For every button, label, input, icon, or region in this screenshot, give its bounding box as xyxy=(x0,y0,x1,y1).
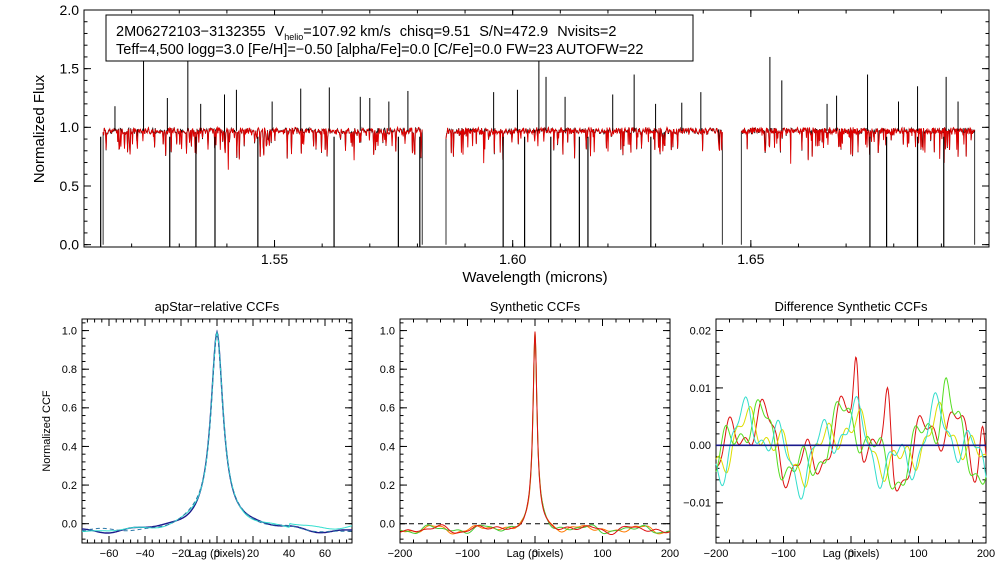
x-tick-label: 1.60 xyxy=(499,251,526,267)
model-spectrum-line xyxy=(740,126,976,164)
y-tick-label: 0.0 xyxy=(60,237,80,253)
annotation-chisq: chisq=9.51 xyxy=(400,24,471,40)
y-tick-label: 0.02 xyxy=(690,325,711,337)
model-spectrum-line xyxy=(102,125,423,170)
synthetic-ccf-tick-labels: −200 −100 0 100 200 0.0 0.2 0.4 0.6 0.8 1.0 xyxy=(380,325,679,560)
x-tick-label: 0 xyxy=(848,548,854,560)
y-tick-label: 0.8 xyxy=(62,364,77,376)
synthetic-ccf-ticks xyxy=(399,319,671,543)
difference-ccf-panel: −200 −100 0 100 200 −0.01 0.00 0.01 0.02 Differe… xyxy=(683,299,995,560)
y-tick-label: 1.0 xyxy=(60,119,80,135)
x-tick-label: 100 xyxy=(909,548,927,560)
spectrum-frame xyxy=(83,9,990,248)
difference-ccf-ticks xyxy=(715,319,987,543)
x-tick-label: −200 xyxy=(388,548,413,560)
difference-ccf-series-line xyxy=(715,356,987,492)
y-tick-label: 0.0 xyxy=(380,519,395,531)
y-tick-label: 0.5 xyxy=(60,178,80,194)
x-tick-label: −40 xyxy=(136,548,155,560)
apstar-ccf-title: apStar−relative CCFs xyxy=(155,299,280,314)
difference-ccf-x-axis-label: Lag (pixels) xyxy=(823,548,880,560)
y-tick-label: 0.8 xyxy=(380,364,395,376)
annotation-vhelio-rest: =107.92 km/s xyxy=(303,24,390,40)
apstar-ccf-y-axis-label: Normalized CCF xyxy=(41,390,53,472)
synthetic-ccf-series-line xyxy=(399,332,671,535)
x-tick-label: 40 xyxy=(283,548,295,560)
spectrum-annotation-box xyxy=(105,14,694,62)
x-tick-label: 100 xyxy=(593,548,611,560)
y-tick-label: −0.01 xyxy=(683,498,711,510)
x-tick-label: 0 xyxy=(532,548,538,560)
y-tick-label: 1.0 xyxy=(62,325,77,337)
x-tick-label: −200 xyxy=(704,548,729,560)
x-tick-label: 20 xyxy=(247,548,259,560)
observed-spectrum-line xyxy=(445,126,723,245)
spectrum-annotation-line2: Teff=4,500 logg=3.0 [Fe/H]=−0.50 [alpha/… xyxy=(116,42,643,58)
synthetic-ccf-lines xyxy=(399,331,671,535)
y-tick-label: 0.2 xyxy=(380,480,395,492)
annotation-nvisits: Nvisits=2 xyxy=(557,24,616,40)
spectrum-lines xyxy=(100,53,976,247)
y-tick-label: 0.2 xyxy=(62,480,77,492)
y-tick-label: 1.5 xyxy=(60,61,80,77)
synthetic-ccf-x-axis-label: Lag (pixels) xyxy=(507,548,564,560)
x-tick-label: 0 xyxy=(214,548,220,560)
x-tick-label: 60 xyxy=(319,548,331,560)
y-tick-label: 0.00 xyxy=(690,440,711,452)
spectrum-panel: 1.55 1.60 1.65 0.0 0.5 1.0 1.5 2.0 2M06272103−3… xyxy=(31,2,990,286)
x-tick-label: 1.55 xyxy=(261,251,288,267)
annotation-vhelio-prefix: V xyxy=(275,24,285,40)
apstar-ccf-series-line xyxy=(81,332,352,533)
y-tick-label: 0.6 xyxy=(62,403,77,415)
spectrum-tick-labels: 1.55 1.60 1.65 0.0 0.5 1.0 1.5 2.0 xyxy=(60,2,765,267)
x-tick-label: 1.65 xyxy=(737,251,764,267)
difference-ccf-tick-labels: −200 −100 0 100 200 −0.01 0.00 0.01 0.02 xyxy=(683,325,995,560)
apstar-ccf-series-line xyxy=(81,330,353,533)
synthetic-ccf-series-line xyxy=(399,333,671,535)
apstar-ccf-frame xyxy=(81,318,353,544)
annotation-vhelio-sub: helio xyxy=(284,32,303,42)
spectrum-annotation-line1: 2M06272103−3132355 Vhelio=107.92 km/s chis… xyxy=(116,24,616,42)
y-tick-label: 0.0 xyxy=(62,519,77,531)
y-tick-label: 2.0 xyxy=(60,2,80,18)
y-tick-label: 1.0 xyxy=(380,325,395,337)
spectrum-x-axis-label: Wavelength (microns) xyxy=(462,269,607,286)
synthetic-ccf-series-line xyxy=(400,331,671,535)
x-tick-label: −60 xyxy=(100,548,119,560)
difference-ccf-title: Difference Synthetic CCFs xyxy=(775,299,928,314)
apstar-ccf-lines xyxy=(81,329,353,534)
model-spectrum-line xyxy=(445,125,723,164)
x-tick-label: 200 xyxy=(661,548,679,560)
x-tick-label: −20 xyxy=(172,548,191,560)
apstar-ccf-panel: −60 −40 −20 0 20 40 60 0.0 0.2 0.4 0.6 0.8 1.0 apSta… xyxy=(41,299,353,560)
y-tick-label: 0.4 xyxy=(380,441,395,453)
annotation-snr: S/N=472.9 xyxy=(479,24,548,40)
apstar-ccf-series-line xyxy=(81,329,352,534)
x-tick-label: 200 xyxy=(977,548,995,560)
annotation-star-id: 2M06272103−3132355 xyxy=(116,24,266,40)
y-tick-label: 0.01 xyxy=(690,383,711,395)
spectrum-y-axis-label: Normalized Flux xyxy=(31,74,48,183)
synthetic-ccf-frame xyxy=(399,318,671,544)
difference-ccf-series-line xyxy=(715,392,987,500)
apstar-ccf-ticks xyxy=(82,319,352,543)
y-tick-label: 0.6 xyxy=(380,403,395,415)
synthetic-ccf-panel: −200 −100 0 100 200 0.0 0.2 0.4 0.6 0.8 1.0 Synthe… xyxy=(380,299,679,560)
synthetic-ccf-title: Synthetic CCFs xyxy=(490,299,581,314)
y-tick-label: 0.4 xyxy=(62,441,77,453)
apstar-ccf-tick-labels: −60 −40 −20 0 20 40 60 0.0 0.2 0.4 0.6 0.8 1.0 xyxy=(62,325,331,560)
difference-ccf-lines xyxy=(715,356,987,500)
x-tick-label: −100 xyxy=(771,548,796,560)
x-tick-label: −100 xyxy=(455,548,480,560)
apstar-ccf-x-axis-label: Lag (pixels) xyxy=(189,548,246,560)
